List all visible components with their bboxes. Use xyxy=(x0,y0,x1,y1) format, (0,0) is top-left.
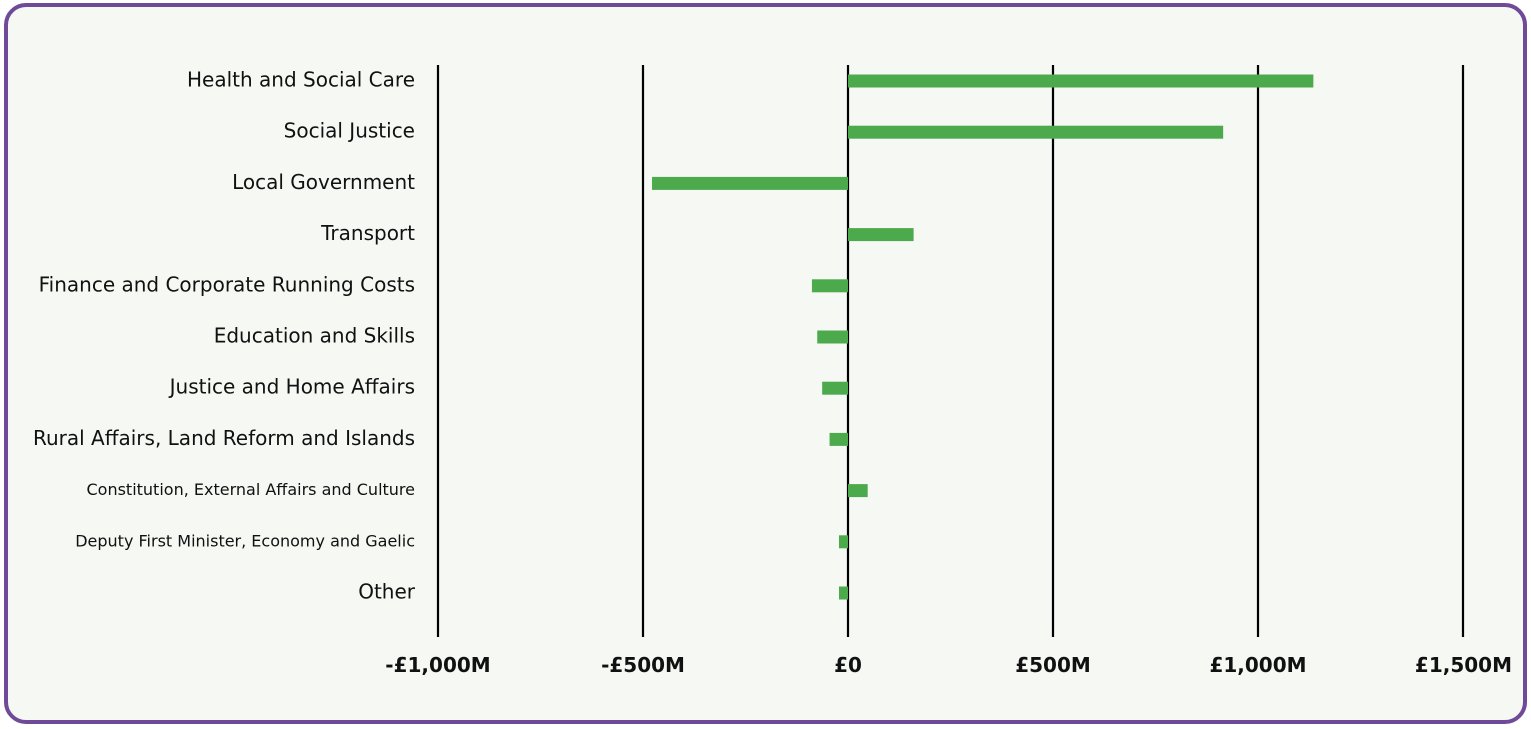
gridlines xyxy=(436,65,1465,637)
category-label: Education and Skills xyxy=(214,324,415,348)
bar-9 xyxy=(838,535,848,549)
x-tick-labels: -£1,000M -£500M £0 £500M £1,000M £1,500M xyxy=(385,653,1512,677)
bar-5 xyxy=(817,330,848,344)
bar-0 xyxy=(848,74,1314,88)
x-tick-label: -£1,000M xyxy=(385,653,490,677)
bar-4 xyxy=(811,279,848,293)
category-label: Finance and Corporate Running Costs xyxy=(39,272,415,296)
category-label: Local Government xyxy=(232,170,415,194)
x-tick-label: £1,000M xyxy=(1209,653,1306,677)
bars xyxy=(652,74,1314,600)
x-tick-label: -£500M xyxy=(601,653,685,677)
category-label: Justice and Home Affairs xyxy=(168,375,415,399)
category-label: Other xyxy=(358,580,416,604)
category-labels: Health and Social Care Social Justice Loca… xyxy=(33,68,416,604)
category-label: Health and Social Care xyxy=(187,68,415,92)
category-label: Social Justice xyxy=(284,119,415,143)
bar-2 xyxy=(652,176,848,190)
category-label: Constitution, External Affairs and Cultu… xyxy=(86,480,415,499)
x-tick-label: £0 xyxy=(834,653,862,677)
bar-6 xyxy=(822,381,848,395)
bar-7 xyxy=(829,432,848,446)
chart-frame xyxy=(4,3,1527,724)
category-label: Deputy First Minister, Economy and Gaeli… xyxy=(75,531,415,550)
category-label: Transport xyxy=(320,221,415,245)
bar-10 xyxy=(838,586,848,600)
bar-1 xyxy=(848,125,1224,139)
x-tick-label: £1,500M xyxy=(1415,653,1512,677)
x-tick-label: £500M xyxy=(1015,653,1091,677)
bar-3 xyxy=(848,228,914,242)
category-label: Rural Affairs, Land Reform and Islands xyxy=(33,426,415,450)
bar-8 xyxy=(848,484,868,498)
